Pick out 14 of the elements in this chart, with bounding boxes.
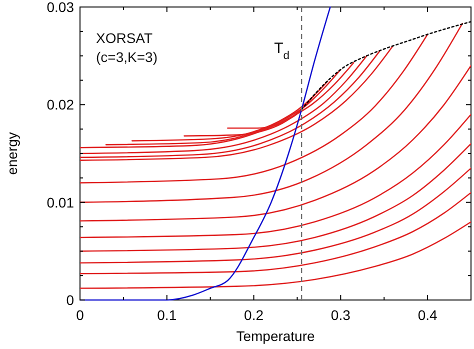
y-axis-title: energy [4,132,20,175]
x-tick-label: 0.3 [330,307,351,323]
y-tick-label: 0 [66,292,74,308]
y-tick-label: 0.02 [46,96,74,113]
x-tick-label: 0.1 [157,307,177,323]
annotation: (c=3,K=3) [96,49,158,65]
y-tick-label: 0.03 [46,0,74,15]
ref-line-label: T$_{d}$ [274,40,290,62]
x-tick-label: 0 [76,307,84,323]
y-tick-label: 0.01 [46,194,74,210]
x-axis-title: Temperature [236,328,316,344]
annotation: XORSAT [96,30,153,46]
x-tick-label: 0.2 [244,307,264,323]
x-tick-label: 0.4 [418,307,438,323]
